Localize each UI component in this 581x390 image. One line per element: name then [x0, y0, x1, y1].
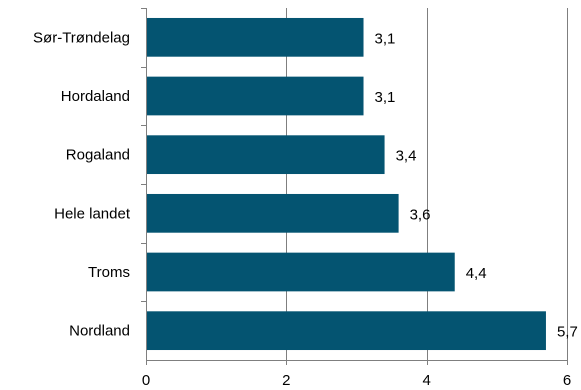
x-tick-label: 4: [422, 372, 430, 389]
value-labels: 3,1 3,1 3,4 3,6 4,4 5,7: [375, 30, 578, 340]
category-label: Troms: [88, 264, 130, 281]
category-label: Hordaland: [61, 88, 130, 105]
value-label: 5,7: [557, 324, 578, 341]
category-label: Nordland: [69, 323, 130, 340]
x-tick-label: 0: [142, 372, 150, 389]
value-label: 4,4: [466, 265, 487, 282]
x-tick-label: 2: [282, 372, 290, 389]
value-label: 3,1: [375, 89, 396, 106]
axes: [141, 8, 568, 365]
bars: [147, 17, 546, 351]
bar-4: [147, 252, 455, 292]
category-label: Hele landet: [54, 205, 131, 222]
bar-2: [147, 135, 385, 175]
value-label: 3,1: [375, 30, 396, 47]
bar-1: [147, 76, 364, 116]
value-label: 3,4: [396, 148, 417, 165]
x-tick-labels: 0 2 4 6: [142, 372, 571, 389]
bar-5: [147, 311, 546, 351]
category-label: Rogaland: [66, 147, 130, 164]
x-tick-label: 6: [563, 372, 571, 389]
value-label: 3,6: [410, 206, 431, 223]
grid-lines: [286, 8, 568, 360]
bar-0: [147, 17, 364, 57]
bar-3: [147, 193, 399, 233]
category-label: Sør-Trøndelag: [33, 29, 130, 46]
category-labels: Sør-Trøndelag Hordaland Rogaland Hele lande…: [33, 29, 131, 339]
